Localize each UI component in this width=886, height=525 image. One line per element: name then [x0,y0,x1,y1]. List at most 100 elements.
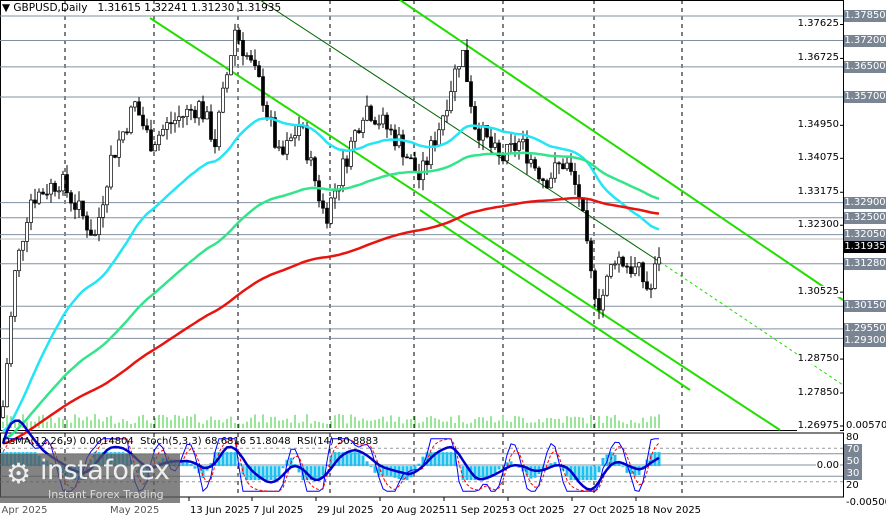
candle-body [34,200,37,203]
candle-body [78,201,81,209]
candle-body [226,75,229,88]
candle-body [502,156,505,161]
candle-body [10,316,13,363]
candle-body [22,241,25,250]
candle-body [110,155,113,187]
candle-body [242,40,245,55]
candle-body [18,250,21,270]
candle-body [54,183,57,191]
candle-body [650,288,653,289]
candle-body [66,175,69,193]
candle-body [642,263,645,282]
price-tick: 1.32300 [797,219,840,230]
candle-body [98,217,101,234]
candle-body [546,181,549,188]
gear-logo-icon: ⚙ [6,458,31,490]
triangle-down-icon[interactable]: ▼ [2,2,10,14]
candle-body [318,181,321,201]
candle-body [522,139,525,142]
candle-body [202,102,205,119]
candle-body [326,208,329,223]
candle-body [2,407,5,418]
osma-bar [226,452,229,466]
candle-body [442,116,445,130]
osma-bar [590,466,593,480]
indicator-axis-zero: 0.00 [816,460,840,471]
indicator-level-label: 30 [844,468,862,480]
level-label: 1.31280 [844,258,886,270]
candle-body [166,123,169,130]
candle-body [554,163,557,178]
candle-body [310,158,313,160]
stoch-label: Stoch(5,3,3) 68.6816 51.8048 [140,436,291,447]
candle-body [582,199,585,211]
candle-body [198,102,201,118]
candle-body [578,185,581,199]
candle-body [258,66,261,77]
candle-body [566,163,569,169]
candle-body [518,142,521,151]
osma-bar [270,466,273,480]
candle-body [426,161,429,165]
candle-body [430,141,433,165]
candle-body [102,205,105,218]
candle-body [638,263,641,267]
candle-body [70,193,73,203]
date-label: 13 Jun 2025 [190,505,250,516]
candle-body [630,267,633,274]
candle-body [286,141,289,155]
candle-body [358,131,361,133]
open-value: 1.31615 [97,2,140,14]
candle-body [406,157,409,158]
osma-bar [450,452,453,466]
level-label: 1.32500 [844,212,886,224]
indicator-level-label: 80 [846,432,859,443]
candle-body [162,129,165,135]
candle-body [626,266,629,267]
indicator-level-label: 70 [844,444,862,456]
candle-body [214,139,217,146]
ma-mid-line [3,153,659,440]
candle-body [550,178,553,188]
candle-body [530,160,533,164]
candle-body [394,130,397,146]
channel-line [420,210,690,390]
candle-body [646,282,649,289]
osma-bar [586,466,589,480]
candle-body [218,112,221,146]
candle-body [378,124,381,125]
candle-body [458,67,461,69]
candle-body [586,211,589,241]
candle-body [222,88,225,112]
candle-body [366,106,369,120]
candle-body [470,82,473,107]
price-tick: 1.36725 [797,52,840,63]
channel-line [150,18,780,430]
candle-body [414,158,417,172]
osma-bar [322,466,325,475]
candle-body [30,200,33,222]
high-value: 1.32241 [144,2,187,14]
candle-body [306,126,309,160]
level-label: 1.32900 [844,197,886,209]
candle-body [390,129,393,130]
channel-line [400,0,843,300]
candle-body [478,129,481,140]
candle-body [46,194,49,195]
candle-body [38,192,41,203]
candle-body [150,130,153,151]
level-label: 1.37200 [844,35,886,47]
candle-body [82,201,85,216]
level-label: 1.29300 [844,335,886,347]
candle-body [194,110,197,118]
candle-body [634,267,637,274]
candle-body [558,163,561,164]
candle-body [402,135,405,157]
candle-body [206,112,209,119]
date-label: 20 Aug 2025 [381,505,445,516]
price-tick: 1.28750 [797,353,840,364]
osma-label: OsMA(12,26,9) 0.0014804 [2,436,134,447]
osma-bar [278,466,281,477]
candle-body [118,140,121,157]
